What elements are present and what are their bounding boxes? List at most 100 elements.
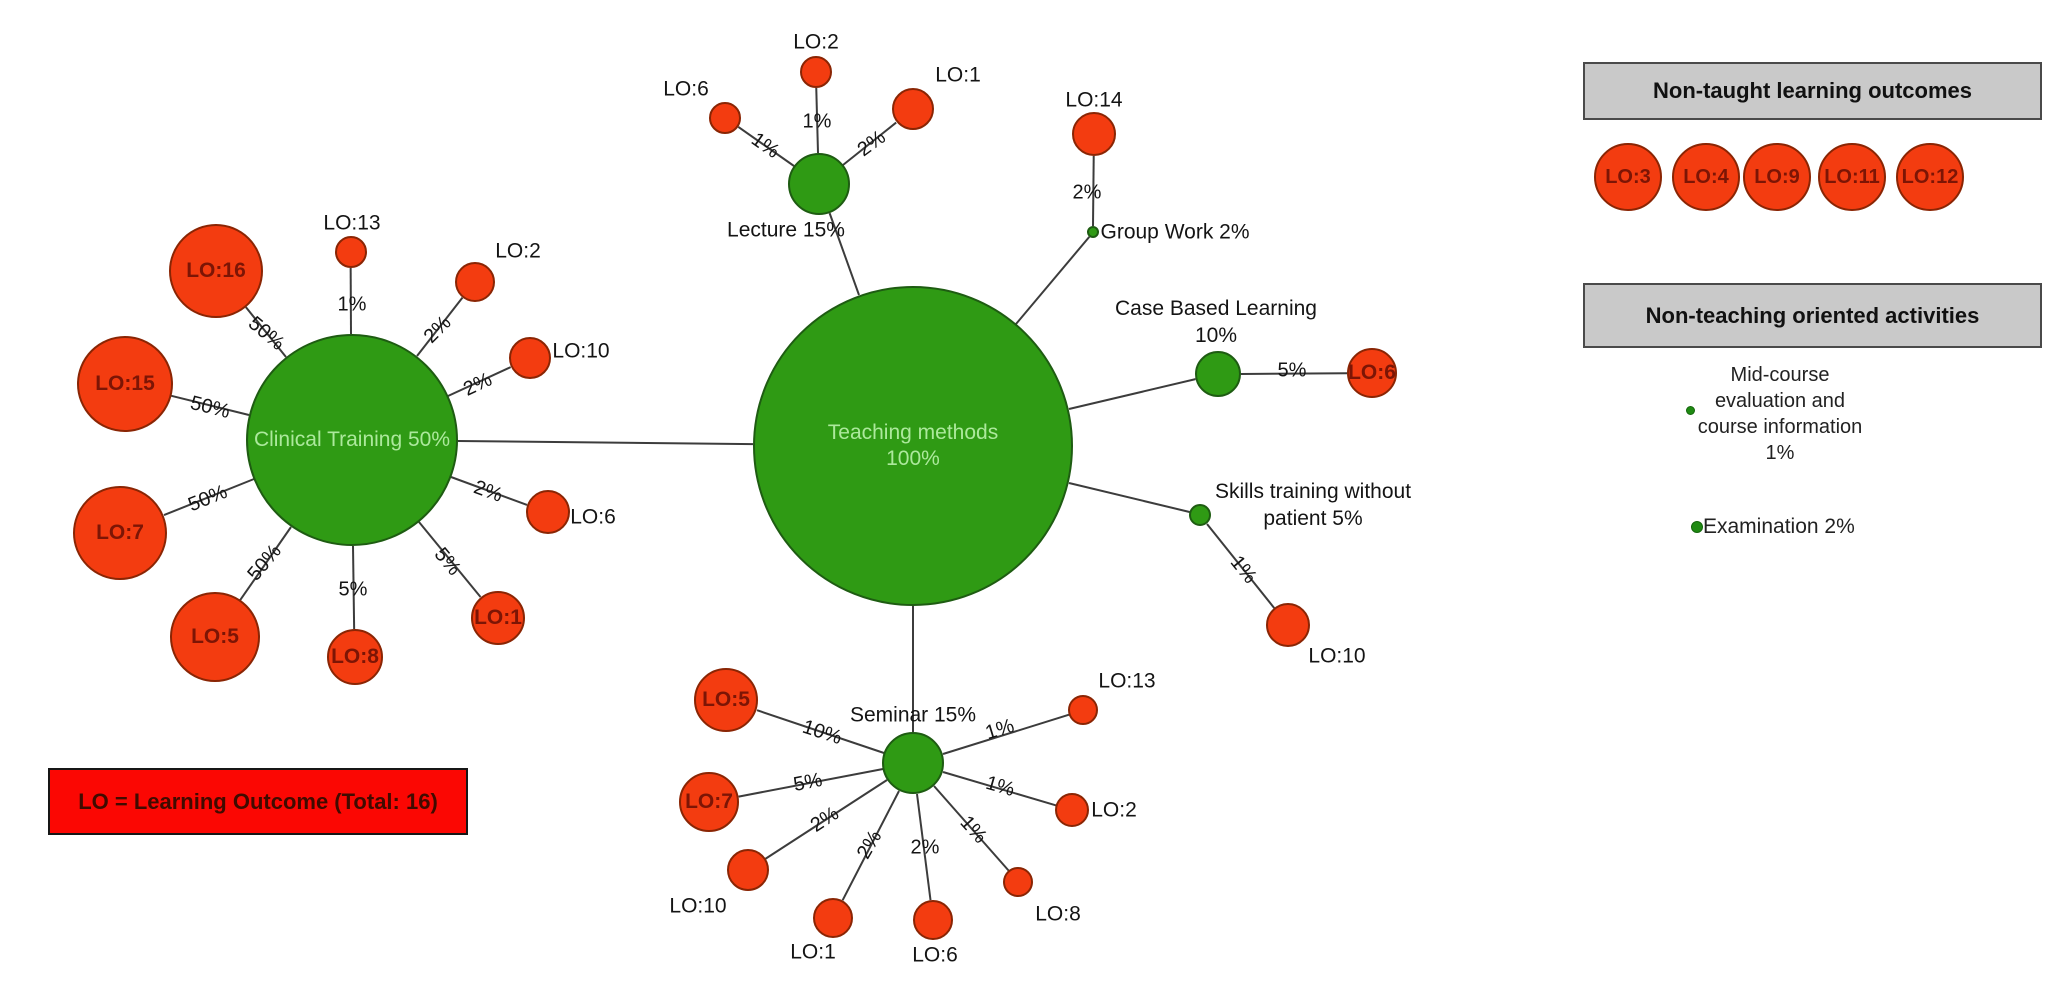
node-label-sk-lo10: LO:10 bbox=[1308, 644, 1366, 668]
node-label-teaching: Teaching methods 100% bbox=[827, 420, 999, 470]
node-label-le-lo2: LO:2 bbox=[793, 30, 839, 54]
edge-label-clinical-cl-lo16: 50% bbox=[243, 312, 289, 355]
node-label-se-lo7: LO:7 bbox=[685, 789, 733, 813]
node-label-se-lo5: LO:5 bbox=[702, 687, 750, 711]
legend-outcome-lo11-label: LO:11 bbox=[1824, 165, 1880, 188]
edge-label-clinical-cl-lo5: 50% bbox=[243, 540, 286, 586]
legend-outcome-lo9: LO:9 bbox=[1743, 143, 1811, 211]
node-label-gw-lo14: LO:14 bbox=[1065, 88, 1123, 112]
edge-label-seminar-se-lo5: 10% bbox=[799, 715, 845, 750]
legend-outcome-lo3: LO:3 bbox=[1594, 143, 1662, 211]
node-label-seminar: Seminar 15% bbox=[849, 703, 977, 727]
node-label-clinical: Clinical Training 50% bbox=[253, 427, 451, 451]
edge-label-seminar-se-lo2: 1% bbox=[983, 771, 1018, 802]
node-label-cl-lo1: LO:1 bbox=[474, 605, 522, 629]
legend-outcome-lo11: LO:11 bbox=[1818, 143, 1886, 211]
edge-label-lecture-le-lo6: 1% bbox=[747, 128, 784, 163]
node-cl-lo15: LO:15 bbox=[77, 336, 173, 432]
node-cl-lo10 bbox=[509, 337, 551, 379]
edge-teaching-skills bbox=[1068, 482, 1190, 514]
legend-outcome-lo9-label: LO:9 bbox=[1754, 165, 1800, 188]
edge-label-seminar-se-lo10: 2% bbox=[806, 802, 843, 837]
node-label-cl-lo7: LO:7 bbox=[96, 520, 144, 544]
edge-label-clinical-cl-lo7: 50% bbox=[185, 480, 231, 517]
node-cl-lo8: LO:8 bbox=[327, 629, 383, 685]
node-label-groupwork: Group Work 2% bbox=[1100, 220, 1250, 244]
node-label-le-lo1: LO:1 bbox=[935, 63, 981, 87]
edge-label-clinical-cl-lo13: 1% bbox=[337, 293, 367, 316]
node-casebased bbox=[1195, 351, 1241, 397]
node-teaching: Teaching methods 100% bbox=[753, 286, 1073, 606]
edge-label-groupwork-gw-lo14: 2% bbox=[1072, 181, 1102, 204]
legend-outcome-lo3-label: LO:3 bbox=[1605, 165, 1651, 188]
edge-teaching-groupwork bbox=[1015, 235, 1090, 325]
node-cl-lo1: LO:1 bbox=[471, 591, 525, 645]
node-cl-lo7: LO:7 bbox=[73, 486, 167, 580]
node-label-cl-lo8: LO:8 bbox=[331, 644, 379, 668]
node-cl-lo2 bbox=[455, 262, 495, 302]
edge-label-clinical-cl-lo10: 2% bbox=[460, 368, 496, 401]
midcourse-evaluation-label: Mid-course evaluation and course informa… bbox=[1655, 362, 1905, 466]
edge-clinical-teaching bbox=[457, 440, 754, 446]
node-sk-lo10 bbox=[1266, 603, 1310, 647]
edge-label-lecture-le-lo2: 1% bbox=[802, 110, 832, 133]
node-label-skills: Skills training without patient 5% bbox=[1214, 480, 1412, 530]
node-label-le-lo6: LO:6 bbox=[663, 77, 709, 101]
node-label-casebased: Case Based Learning 10% bbox=[1115, 297, 1317, 347]
node-cl-lo5: LO:5 bbox=[170, 592, 260, 682]
legend-outcome-lo12: LO:12 bbox=[1896, 143, 1964, 211]
node-cl-lo16: LO:16 bbox=[169, 224, 263, 318]
edge-label-clinical-cl-lo1: 5% bbox=[429, 543, 466, 580]
examination-label: Examination 2% bbox=[1703, 515, 1855, 538]
legend-outcome-lo4-label: LO:4 bbox=[1683, 165, 1729, 188]
midcourse-line-1: Mid-course bbox=[1730, 364, 1830, 386]
edge-teaching-casebased bbox=[1068, 378, 1196, 411]
node-label-cl-lo13: LO:13 bbox=[323, 211, 381, 235]
edge-label-casebased-cb-lo6: 5% bbox=[1277, 359, 1307, 382]
node-label-cl-lo10: LO:10 bbox=[552, 339, 610, 363]
node-groupwork bbox=[1087, 226, 1099, 238]
node-label-se-lo10: LO:10 bbox=[669, 894, 727, 918]
edge-label-clinical-cl-lo15: 50% bbox=[188, 391, 233, 424]
midcourse-dot-icon bbox=[1686, 406, 1695, 415]
node-label-se-lo6: LO:6 bbox=[912, 943, 958, 967]
node-se-lo7: LO:7 bbox=[679, 772, 739, 832]
node-cl-lo6 bbox=[526, 490, 570, 534]
node-le-lo6 bbox=[709, 102, 741, 134]
edge-label-clinical-cl-lo8: 5% bbox=[338, 578, 368, 601]
node-cb-lo6: LO:6 bbox=[1347, 348, 1397, 398]
node-le-lo1 bbox=[892, 88, 934, 130]
node-label-se-lo8: LO:8 bbox=[1035, 902, 1081, 926]
node-se-lo2 bbox=[1055, 793, 1089, 827]
non-taught-outcomes-title: Non-taught learning outcomes bbox=[1653, 78, 1972, 103]
node-label-cl-lo5: LO:5 bbox=[191, 624, 239, 648]
learning-outcome-key-text: LO = Learning Outcome (Total: 16) bbox=[78, 788, 438, 814]
node-label-cb-lo6: LO:6 bbox=[1348, 360, 1396, 384]
node-gw-lo14 bbox=[1072, 112, 1116, 156]
midcourse-line-4: 1% bbox=[1765, 442, 1795, 464]
edge-label-clinical-cl-lo6: 2% bbox=[470, 476, 506, 507]
node-clinical: Clinical Training 50% bbox=[246, 334, 458, 546]
legend-outcome-lo4: LO:4 bbox=[1672, 143, 1740, 211]
learning-outcome-key-box: LO = Learning Outcome (Total: 16) bbox=[48, 768, 468, 835]
node-label-se-lo2: LO:2 bbox=[1091, 798, 1137, 822]
node-label-cl-lo6: LO:6 bbox=[570, 505, 616, 529]
edge-label-seminar-se-lo6: 2% bbox=[910, 836, 940, 859]
midcourse-line-3: course information bbox=[1697, 416, 1863, 438]
node-se-lo13 bbox=[1068, 695, 1098, 725]
node-se-lo6 bbox=[913, 900, 953, 940]
non-taught-outcomes-header: Non-taught learning outcomes bbox=[1583, 62, 2042, 120]
node-label-se-lo13: LO:13 bbox=[1098, 669, 1156, 693]
legend-outcome-lo12-label: LO:12 bbox=[1901, 165, 1959, 188]
node-cl-lo13 bbox=[335, 236, 367, 268]
node-label-lecture: Lecture 15% bbox=[727, 218, 845, 242]
node-label-cl-lo15: LO:15 bbox=[95, 371, 155, 395]
node-label-cl-lo16: LO:16 bbox=[186, 258, 246, 282]
node-le-lo2 bbox=[800, 56, 832, 88]
non-teaching-activities-header: Non-teaching oriented activities bbox=[1583, 283, 2042, 348]
node-skills bbox=[1189, 504, 1211, 526]
node-seminar bbox=[882, 732, 944, 794]
edge-label-seminar-se-lo7: 5% bbox=[791, 768, 825, 797]
examination-dot-icon bbox=[1691, 521, 1703, 533]
